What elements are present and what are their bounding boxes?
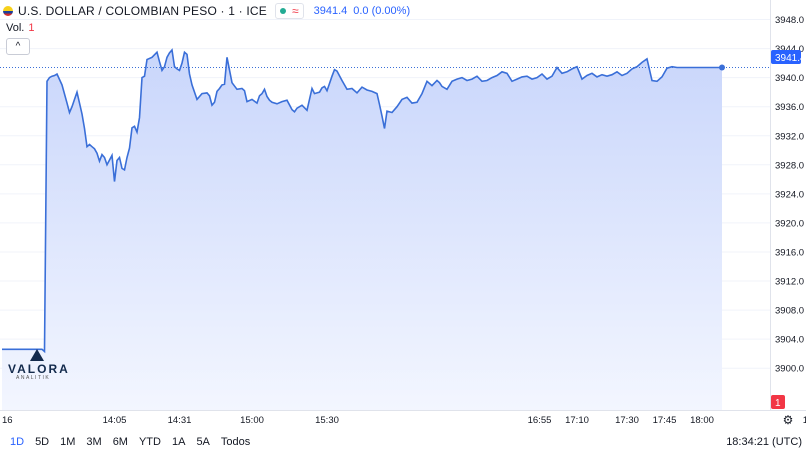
x-tick-label: 16 [2, 415, 13, 426]
price-change: 0.0 (0.00%) [353, 5, 411, 17]
x-tick-label: 18:00 [690, 415, 714, 426]
x-tick-label: 14:31 [168, 415, 192, 426]
y-tick-label: 3928.0 [775, 160, 804, 171]
volume-legend: Vol. 1 [6, 22, 34, 34]
volume-tag: 1 [771, 395, 785, 409]
range-1m[interactable]: 1M [60, 436, 76, 448]
last-price-dot [719, 64, 725, 71]
range-5a[interactable]: 5A [196, 436, 210, 448]
collapse-legend-button[interactable]: ^ [6, 38, 30, 55]
x-tick-label: 15:30 [315, 415, 339, 426]
market-status[interactable]: ≈ [275, 3, 304, 19]
delayed-data-icon: ≈ [292, 4, 299, 18]
utc-clock: 18:34:21 (UTC) [726, 436, 802, 448]
range-1d[interactable]: 1D [10, 436, 25, 448]
usd-cop-flag-icon [3, 6, 13, 16]
market-open-icon [280, 8, 286, 14]
x-tick-label: 17:30 [615, 415, 639, 426]
x-tick-label: 15:00 [240, 415, 264, 426]
svg-text:1: 1 [775, 398, 781, 409]
last-price: 3941.4 [313, 5, 348, 17]
range-ytd[interactable]: YTD [138, 436, 161, 448]
y-tick-label: 3912.0 [775, 277, 804, 288]
y-tick-label: 3916.0 [775, 247, 804, 258]
range-3m[interactable]: 3M [86, 436, 102, 448]
logo-name: VALORA [8, 362, 70, 376]
y-tick-label: 3924.0 [775, 189, 804, 200]
y-tick-label: 3908.0 [775, 306, 804, 317]
volume-value: 1 [28, 22, 35, 34]
chart-header: U.S. DOLLAR / COLOMBIAN PESO · 1 · ICE ≈… [0, 0, 410, 22]
price-line [2, 48, 722, 354]
price-area-fill [2, 50, 722, 410]
y-tick-label: 3904.0 [775, 335, 804, 346]
x-tick-label: 17:10 [565, 415, 589, 426]
y-tick-label: 3932.0 [775, 131, 804, 142]
x-tick-label: 16:55 [528, 415, 552, 426]
svg-text:3941.4: 3941.4 [775, 53, 806, 64]
range-5d[interactable]: 5D [35, 436, 50, 448]
y-tick-label: 3900.0 [775, 364, 804, 375]
range-1a[interactable]: 1A [171, 436, 186, 448]
x-tick-label: 18:4 [803, 415, 806, 426]
x-tick-label: 17:45 [653, 415, 677, 426]
y-tick-label: 3940.0 [775, 73, 804, 84]
range-6m[interactable]: 6M [112, 436, 128, 448]
x-tick-label: 14:05 [103, 415, 127, 426]
range-todos[interactable]: Todos [220, 436, 251, 448]
settings-gear-icon[interactable]: ⚙ [782, 413, 794, 427]
y-tick-label: 3944.0 [775, 44, 804, 55]
time-range-selector: 1D 5D 1M 3M 6M YTD 1A 5A Todos [10, 436, 250, 448]
logo-subtitle: ANALITIK [16, 375, 51, 381]
valora-analitik-logo: VALORA ANALITIK [6, 349, 68, 383]
symbol-title[interactable]: U.S. DOLLAR / COLOMBIAN PESO · 1 · ICE [18, 4, 267, 18]
volume-label: Vol. [6, 22, 25, 34]
y-tick-label: 3920.0 [775, 218, 804, 229]
logo-triangle-icon [30, 349, 44, 361]
y-tick-label: 3936.0 [775, 102, 804, 113]
price-tag: 3941.4 [771, 50, 806, 64]
y-tick-label: 3948.0 [775, 15, 804, 26]
